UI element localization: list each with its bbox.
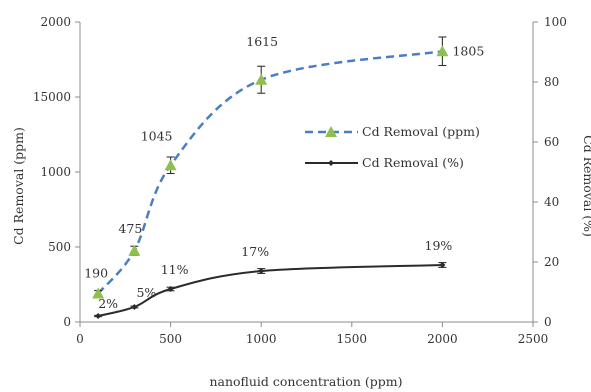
left-tick-label: 15000	[33, 90, 71, 104]
data-point-percent	[167, 286, 174, 292]
data-label-ppm: 1615	[246, 34, 278, 49]
left-tick-label: 500	[48, 240, 71, 254]
right-tick-label: 0	[544, 315, 552, 329]
legend-item-ppm: Cd Removal (ppm)	[305, 124, 480, 139]
legend: Cd Removal (ppm) Cd Removal (%)	[305, 124, 480, 170]
right-tick-label: 80	[544, 75, 559, 89]
plot-area	[79, 22, 534, 323]
legend-marker-ppm	[325, 126, 337, 137]
data-point-ppm	[92, 287, 105, 299]
data-point-ppm	[164, 159, 177, 171]
series-line-ppm	[97, 50, 443, 295]
data-label-ppm: 190	[84, 266, 108, 281]
data-point-ppm	[255, 73, 268, 85]
data-label-ppm: 475	[118, 221, 142, 236]
right-tick-label: 20	[544, 255, 559, 269]
data-label-percent: 19%	[425, 238, 453, 253]
data-point-ppm	[128, 244, 141, 256]
data-label-percent: 2%	[98, 296, 118, 311]
data-point-percent	[439, 262, 446, 268]
left-tick-label: 2000	[40, 15, 71, 29]
left-tick-label: 0	[63, 315, 71, 329]
left-axis-title: Cd Removal (ppm)	[11, 127, 26, 245]
legend-label-ppm: Cd Removal (ppm)	[362, 124, 480, 139]
x-tick-label: 2000	[427, 332, 458, 346]
data-label-percent: 5%	[136, 285, 156, 300]
x-tick-label: 500	[159, 332, 182, 346]
x-tick-label: 1500	[337, 332, 368, 346]
right-tick-label: 100	[544, 15, 567, 29]
data-label-ppm: 1805	[452, 43, 484, 58]
data-point-ppm	[436, 45, 449, 57]
data-point-percent	[131, 304, 138, 310]
right-axis-title: Cd Removal (%)	[581, 135, 591, 237]
left-tick-label: 1000	[40, 165, 71, 179]
right-tick-label: 40	[544, 195, 559, 209]
data-label-percent: 11%	[161, 262, 189, 277]
right-tick-label: 60	[544, 135, 559, 149]
data-point-percent	[258, 268, 265, 274]
legend-label-percent: Cd Removal (%)	[362, 155, 464, 170]
data-labels: 190 475 1045 1615 1805 2% 5% 11% 17% 19%	[84, 34, 484, 311]
data-label-percent: 17%	[241, 244, 269, 259]
x-tick-label: 0	[76, 332, 84, 346]
series-line-percent	[97, 264, 443, 317]
x-axis-title: nanofluid concentration (ppm)	[209, 374, 402, 389]
data-label-ppm: 1045	[141, 128, 173, 143]
x-tick-label: 1000	[246, 332, 277, 346]
legend-item-percent: Cd Removal (%)	[305, 155, 464, 170]
data-point-percent	[95, 313, 102, 319]
legend-marker-percent	[328, 160, 334, 166]
series-layer	[92, 36, 449, 319]
x-tick-label: 2500	[518, 332, 549, 346]
